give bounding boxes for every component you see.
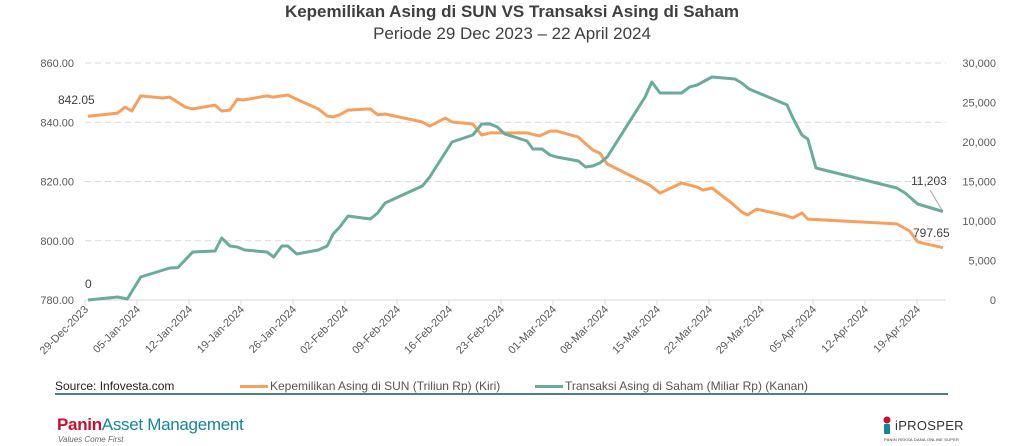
footer-divider [55,393,948,395]
panin-logo: PaninAsset Management [57,415,244,435]
series-line-saham [87,75,944,302]
x-tick-label: 29-Mar-2024 [714,304,767,357]
x-tick-label: 29-Dec-2023 [38,304,91,357]
iprosper-text: iPROSPER [895,417,964,433]
legend-label: Transaksi Asing di Saham (Miliar Rp) (Ka… [565,379,808,393]
iprosper-logo: iPROSPER [883,416,964,434]
y-right-tick-label: 20,000 [962,137,996,149]
x-tick-label: 19-Jan-2024 [195,304,247,356]
chart-subtitle: Periode 29 Dec 2023 – 22 April 2024 [373,24,651,43]
y-right-tick-label: 0 [990,295,996,307]
leader-line [929,189,943,211]
legend-label: Kepemilikan Asing di SUN (Triliun Rp) (K… [270,379,501,393]
iprosper-subtext: PANIN REKSA DANA ONLINE SUPER [884,437,960,442]
y-left-tick-label: 840.00 [40,117,74,129]
y-left-tick-label: 820.00 [40,177,74,189]
y-right-tick-label: 25,000 [962,98,996,110]
x-tick-label: 08-Mar-2024 [558,304,611,357]
logo-am-text: Asset Management [101,415,244,434]
x-tick-label: 05-Jan-2024 [91,304,143,356]
x-tick-label: 26-Jan-2024 [247,304,299,356]
source-note: Source: Infovesta.com [55,379,175,393]
y-left-tick-label: 800.00 [40,236,74,248]
data-label-first-saham: 0 [85,277,92,291]
legend-item-saham: Transaksi Asing di Saham (Miliar Rp) (Ka… [535,379,808,393]
data-label-last-sun: 797.65 [913,226,950,240]
x-tick-label: 19-Apr-2024 [871,304,923,356]
x-tick-label: 15-Mar-2024 [610,304,663,357]
line-chart: 780.00 800.00 820.00 840.00 860.00 0 5,000 10,0… [38,58,996,357]
data-label-first-sun: 842.05 [58,93,95,107]
y-left-tick-label: 780.00 [40,295,74,307]
y-right-tick-label: 30,000 [962,58,996,70]
chart-title: Kepemilikan Asing di SUN VS Transaksi As… [284,2,740,21]
y-right-tick-label: 10,000 [962,216,996,228]
x-tick-label: 02-Feb-2024 [298,304,351,357]
series-line-sun [87,93,944,250]
iprosper-mark-icon [883,416,895,434]
x-tick-label: 12-Jan-2024 [143,304,195,356]
x-tick-label: 05-Apr-2024 [767,304,819,356]
legend-swatch-teal [535,384,563,388]
y-right-tick-label: 15,000 [962,177,996,189]
x-tick-label: 22-Mar-2024 [662,304,715,357]
legend-item-sun: Kepemilikan Asing di SUN (Triliun Rp) (K… [240,379,500,393]
data-label-last-saham: 11,203 [911,174,947,188]
x-tick-label: 23-Feb-2024 [454,304,507,357]
y-right-tick-label: 5,000 [968,256,996,268]
tagline: Values Come First [58,435,124,444]
x-tick-label: 16-Feb-2024 [402,304,455,357]
x-tick-label: 12-Apr-2024 [819,304,871,356]
legend-swatch-orange [240,384,268,388]
logo-panin-text: Panin [57,415,102,434]
x-tick-label: 01-Mar-2024 [506,304,559,357]
x-tick-label: 09-Feb-2024 [350,304,403,357]
y-left-tick-label: 860.00 [40,58,74,70]
